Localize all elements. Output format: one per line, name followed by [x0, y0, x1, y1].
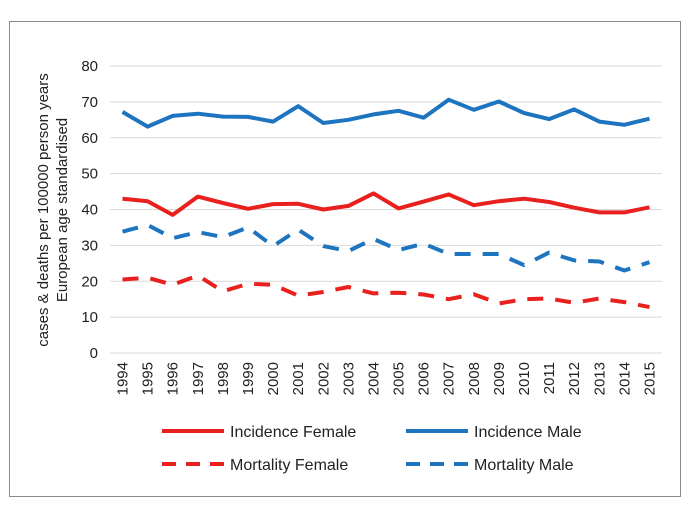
legend-label-incidence-male: Incidence Male: [474, 424, 582, 441]
series-line-mortality-male: [121, 222, 651, 273]
x-tick-label: 1995: [140, 362, 157, 395]
x-tick-label: 1994: [115, 362, 132, 395]
x-tick-label: 2008: [466, 362, 483, 395]
y-tick-label: 30: [81, 237, 98, 254]
x-tick-label: 2005: [391, 362, 408, 395]
y-tick-label: 50: [81, 166, 98, 183]
y-tick-label: 10: [81, 309, 98, 326]
legend: Incidence Female Incidence Male Mortalit…: [162, 424, 582, 474]
y-tick-label: 20: [81, 273, 98, 290]
x-tick-label: 2015: [641, 362, 658, 395]
legend-label-mortality-male: Mortality Male: [474, 457, 574, 474]
y-tick-label: 0: [90, 345, 98, 362]
x-tick-label: 2013: [591, 362, 608, 395]
y-axis-label-line-1: cases & deaths per 100000 person years: [35, 73, 52, 347]
x-tick-label: 2014: [616, 362, 633, 395]
x-tick-labels: 1994 1995 1996 1997 1998 1999 2000 2001 2002 2003…: [115, 362, 659, 395]
series-line-incidence-male: [121, 97, 650, 129]
y-tick-labels: 0 10 20 30 40 50 60 70 80: [81, 58, 98, 362]
x-tick-label: 2001: [290, 362, 307, 395]
x-tick-label: 2004: [365, 362, 382, 395]
y-axis-label: cases & deaths per 100000 person years E…: [35, 73, 71, 347]
x-tick-label: 2012: [566, 362, 583, 395]
x-tick-label: 1998: [215, 362, 232, 395]
x-tick-label: 2010: [516, 362, 533, 395]
x-tick-label: 1997: [190, 362, 207, 395]
legend-label-incidence-female: Incidence Female: [230, 424, 356, 441]
x-tick-label: 2011: [541, 362, 558, 394]
series-line-mortality-female: [122, 273, 650, 310]
series-lines: [121, 97, 651, 310]
series-line-incidence-female: [122, 191, 650, 217]
y-axis-label-line-2: European age standardised: [54, 118, 71, 302]
x-tick-label: 2006: [416, 362, 433, 395]
x-tick-label: 2000: [265, 362, 282, 395]
y-tick-label: 70: [81, 94, 98, 111]
gridlines: [110, 65, 662, 354]
y-tick-label: 40: [81, 202, 98, 219]
y-tick-label: 60: [81, 130, 98, 147]
x-tick-label: 2009: [491, 362, 508, 395]
x-tick-label: 2007: [441, 362, 458, 395]
x-tick-label: 1996: [165, 362, 182, 395]
x-tick-label: 2003: [340, 362, 357, 395]
legend-label-mortality-female: Mortality Female: [230, 457, 348, 474]
y-tick-label: 80: [81, 58, 98, 75]
x-tick-label: 1999: [240, 362, 257, 395]
x-tick-label: 2002: [315, 362, 332, 395]
